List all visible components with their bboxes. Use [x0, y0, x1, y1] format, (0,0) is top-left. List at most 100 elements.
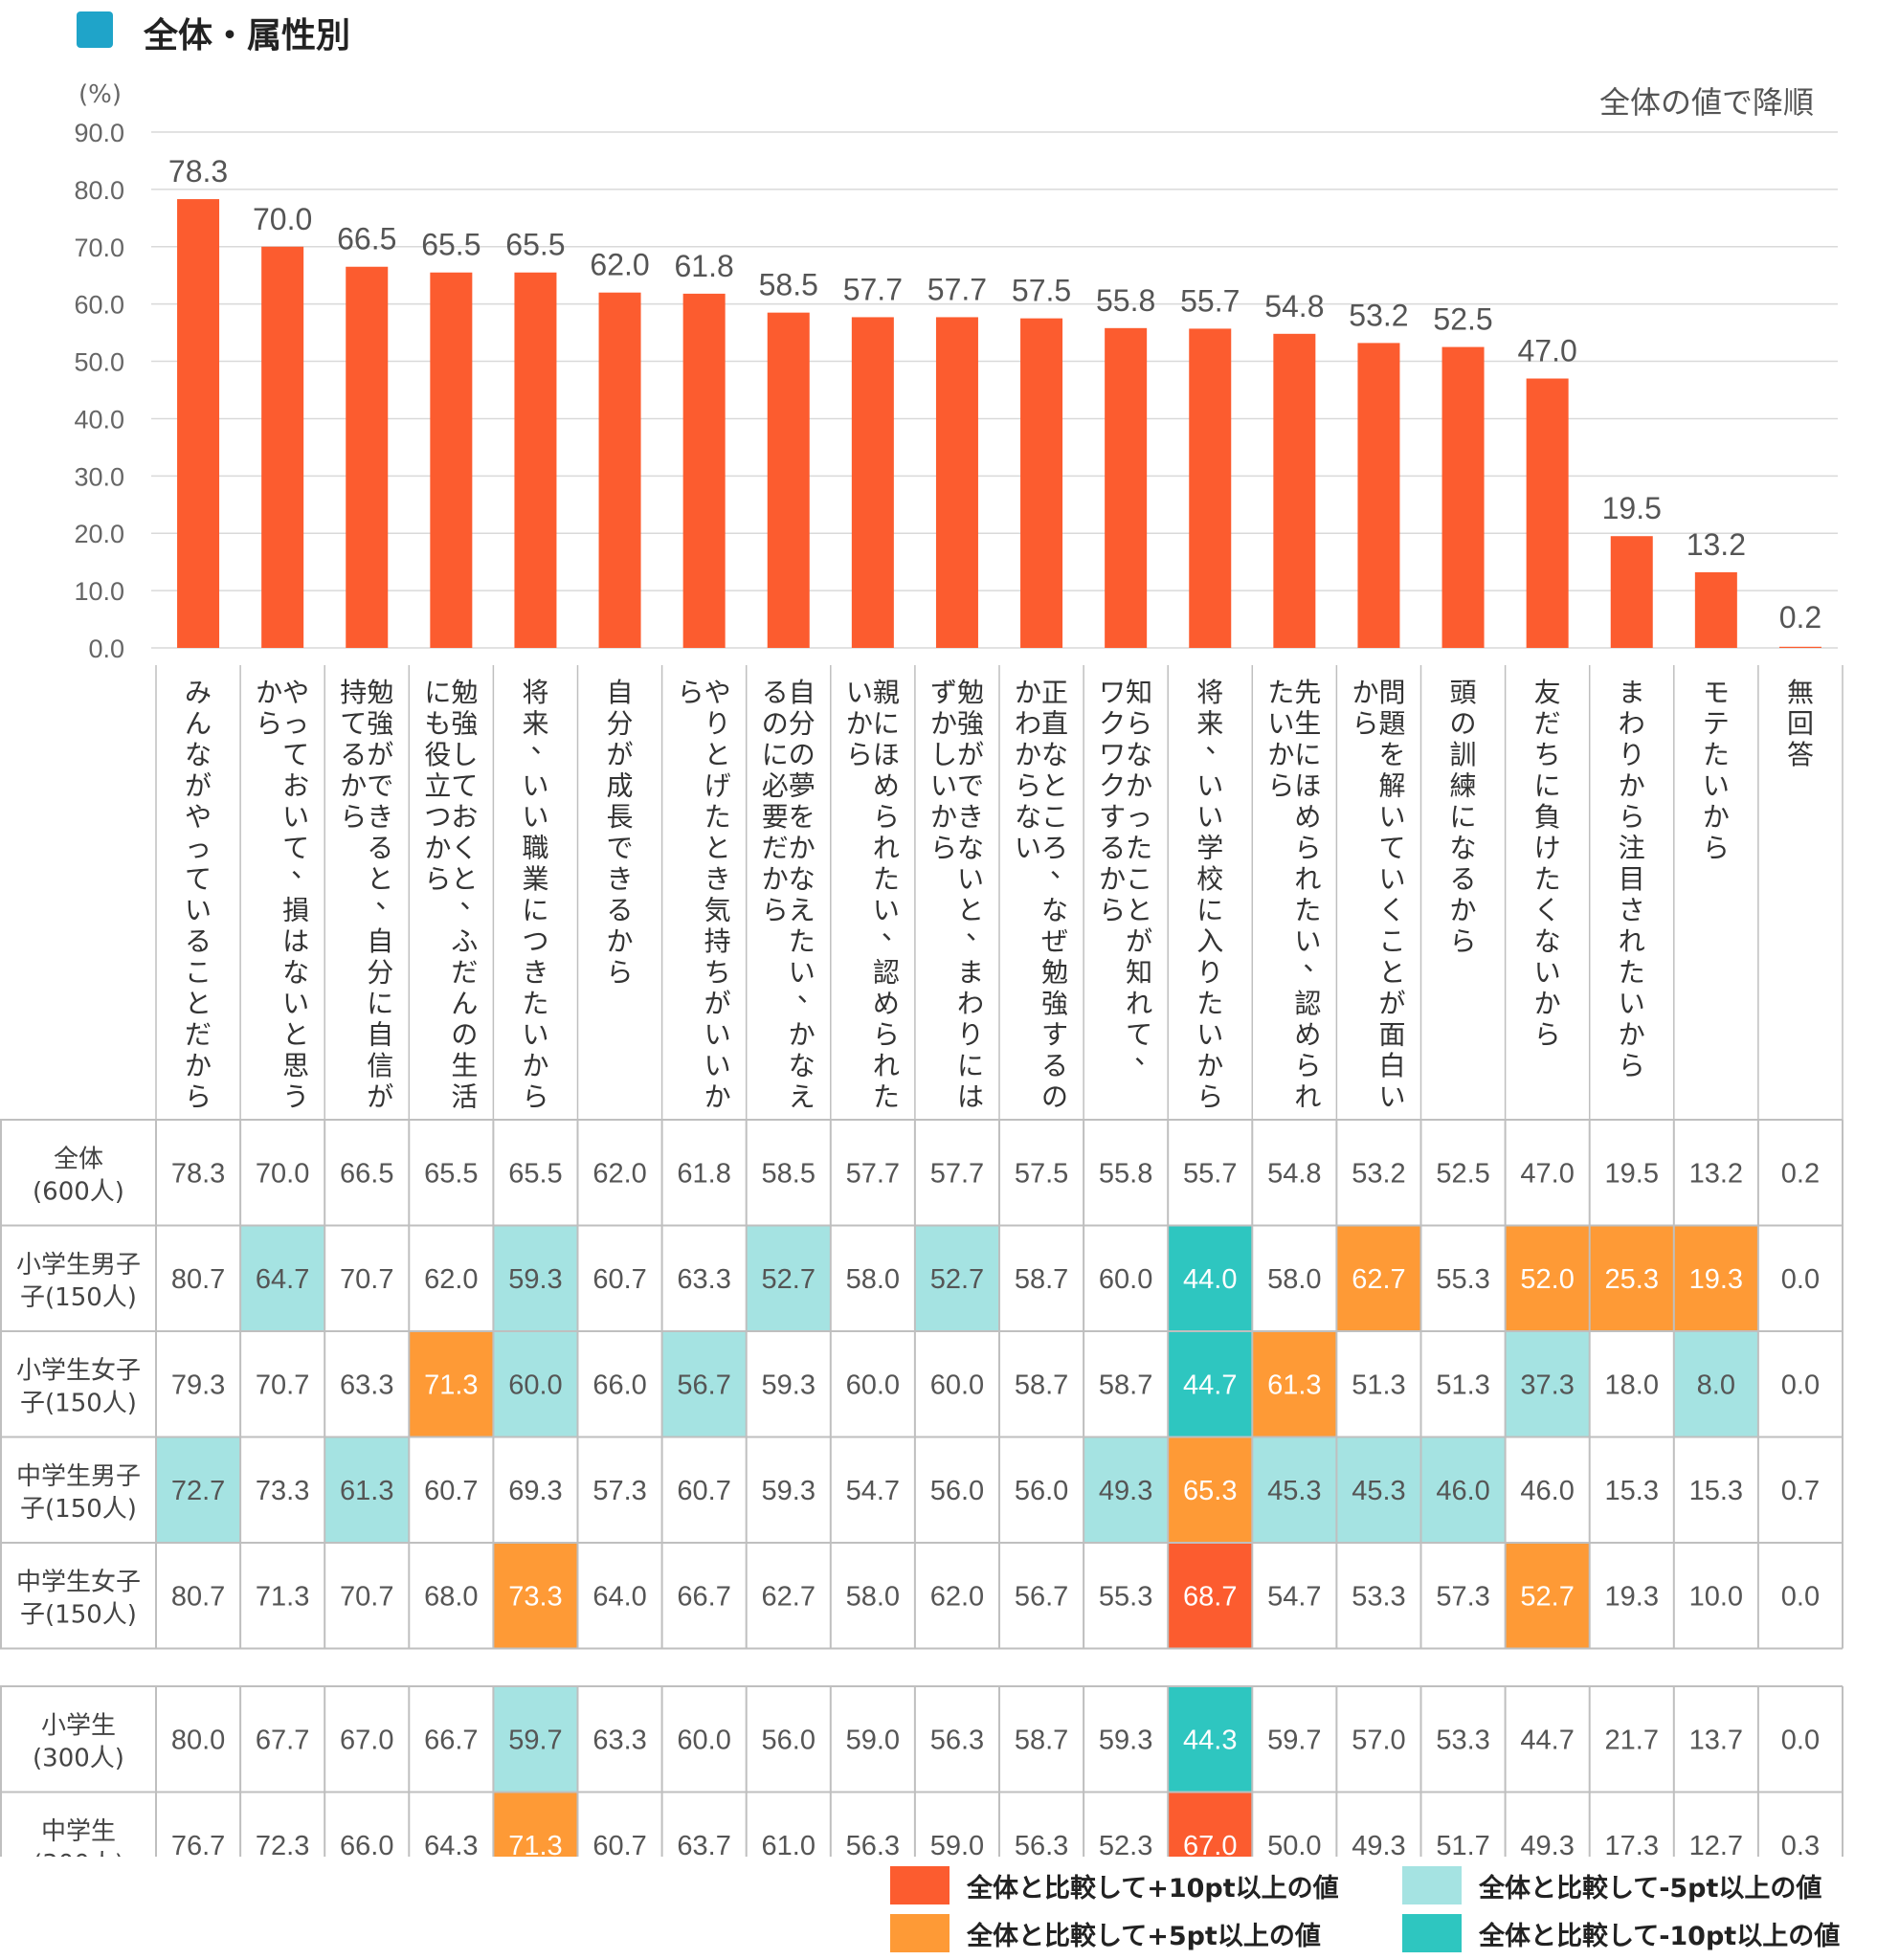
- table-cell-value: 70.7: [340, 1581, 393, 1612]
- category-label-char: 分: [367, 956, 393, 988]
- category-label-char: 、: [1134, 1038, 1161, 1070]
- category-label-char: ら: [1703, 832, 1730, 863]
- category-label-char: か: [762, 863, 789, 895]
- table-cell-value: 59.7: [1267, 1725, 1321, 1755]
- category-label-char: で: [607, 832, 634, 863]
- category-label-char: か: [340, 769, 367, 801]
- table-cell-value: 52.7: [1520, 1581, 1574, 1612]
- category-label-char: 役: [424, 739, 451, 770]
- table-cell-value: 60.0: [1099, 1264, 1152, 1295]
- category-label-char: ち: [1534, 739, 1561, 770]
- table-cell-value: 71.3: [508, 1831, 562, 1857]
- table-cell-value: 60.0: [508, 1370, 562, 1400]
- category-label-char: 来: [522, 707, 548, 739]
- category-label-char: か: [704, 1080, 731, 1112]
- table-cell-value: 51.3: [1352, 1370, 1405, 1400]
- table-row-label: 小学生男子: [16, 1251, 141, 1280]
- table-cell-value: 58.7: [1015, 1370, 1068, 1400]
- category-label-char: に: [762, 739, 789, 770]
- table-cell-value: 62.0: [592, 1158, 646, 1189]
- bar-value-label: 70.0: [253, 202, 312, 236]
- table-cell-value: 64.0: [592, 1581, 646, 1612]
- category-label-char: 必: [762, 769, 789, 801]
- category-label-char: い: [282, 988, 309, 1019]
- category-label-char: い: [873, 894, 900, 925]
- table-cell-value: 15.3: [1605, 1476, 1659, 1506]
- table-cell-value: 58.0: [846, 1264, 900, 1295]
- bar: [1357, 343, 1400, 648]
- category-label-char: 自: [367, 1018, 393, 1050]
- category-label-char: い: [1378, 1080, 1405, 1112]
- table-cell-highlight: [1168, 1331, 1253, 1437]
- table-row-label: 中学生女子: [16, 1568, 141, 1596]
- table-cell-value: 55.8: [1099, 1158, 1152, 1189]
- category-label-char: に: [1534, 769, 1561, 801]
- bar-value-label: 53.2: [1349, 298, 1408, 332]
- table-cell-value: 78.3: [171, 1158, 225, 1189]
- table-cell-value: 62.0: [930, 1581, 984, 1612]
- category-label-char: と: [704, 739, 731, 770]
- category-label-char: 、: [966, 914, 993, 946]
- table-cell-value: 55.3: [1436, 1264, 1489, 1295]
- category-label-char: が: [367, 1080, 393, 1112]
- bar-value-label: 62.0: [590, 248, 649, 282]
- category-label-char: き: [607, 863, 634, 895]
- category-label-char: っ: [185, 832, 212, 863]
- table-cell-value: 10.0: [1689, 1581, 1743, 1612]
- category-label-char: い: [1267, 707, 1294, 739]
- table-cell-value: 66.0: [592, 1370, 646, 1400]
- bar: [514, 272, 557, 648]
- table-row-label: 小学生女子: [16, 1356, 141, 1385]
- category-label-char: こ: [1378, 925, 1405, 957]
- legend-item-minus5: 全体と比較して-5pt以上の値: [1402, 1866, 1821, 1904]
- category-label-char: 直: [1041, 707, 1068, 739]
- table-cell-highlight: [493, 1792, 578, 1857]
- category-label-char: け: [1534, 832, 1561, 863]
- table-cell-value: 70.7: [256, 1370, 309, 1400]
- category-label-char: 成: [607, 769, 634, 801]
- category-label-char: ク: [1099, 769, 1126, 801]
- table-cell-value: 67.7: [256, 1725, 309, 1755]
- category-label-char: と: [282, 1018, 309, 1050]
- y-tick-label: 20.0: [74, 520, 124, 548]
- category-label-char: か: [1352, 677, 1378, 708]
- table-cell-value: 49.3: [1099, 1476, 1152, 1506]
- category-label-char: し: [451, 739, 478, 770]
- category-label-char: た: [1703, 739, 1730, 770]
- category-label-char: ク: [1099, 707, 1126, 739]
- category-label-char: ろ: [1041, 832, 1068, 863]
- category-label-char: こ: [185, 956, 212, 988]
- table-cell-value: 56.0: [762, 1725, 816, 1755]
- table-cell-highlight: [409, 1331, 494, 1437]
- category-label-char: い: [1196, 1018, 1223, 1050]
- table-cell-value: 50.0: [1267, 1831, 1321, 1857]
- category-label-char: 持: [704, 925, 731, 957]
- table-cell-value: 70.7: [340, 1264, 393, 1295]
- category-label-char: 入: [1196, 925, 1223, 957]
- category-label-char: 認: [873, 956, 900, 988]
- table-row-label: 子(150人): [20, 1495, 137, 1524]
- table-cell-highlight: [1505, 1543, 1590, 1649]
- category-label-char: ら: [1534, 1018, 1561, 1050]
- category-label-char: 持: [340, 677, 367, 708]
- table-cell-value: 17.3: [1605, 1831, 1659, 1857]
- category-label-char: テ: [1703, 707, 1730, 739]
- bar: [1610, 536, 1653, 648]
- table-cell-value: 67.0: [1183, 1831, 1237, 1857]
- category-label-char: い: [185, 894, 212, 925]
- category-label-char: を: [789, 801, 816, 833]
- category-label-char: 知: [1126, 677, 1152, 708]
- bar-value-label: 78.3: [168, 154, 228, 189]
- table-cell-value: 60.7: [677, 1476, 730, 1506]
- legend-swatch-minus10: [1402, 1914, 1462, 1952]
- table-row-label: 小学生: [41, 1711, 116, 1740]
- category-label-char: が: [1126, 925, 1152, 957]
- category-label-char: い: [1196, 769, 1223, 801]
- category-label-char: き: [367, 801, 393, 833]
- table-cell-value: 58.7: [1099, 1370, 1152, 1400]
- category-label-char: る: [185, 925, 212, 957]
- category-label-char: な: [789, 1050, 816, 1081]
- category-label-char: か: [1099, 863, 1126, 895]
- category-label-char: 将: [522, 677, 548, 708]
- category-label-char: に: [1450, 801, 1477, 833]
